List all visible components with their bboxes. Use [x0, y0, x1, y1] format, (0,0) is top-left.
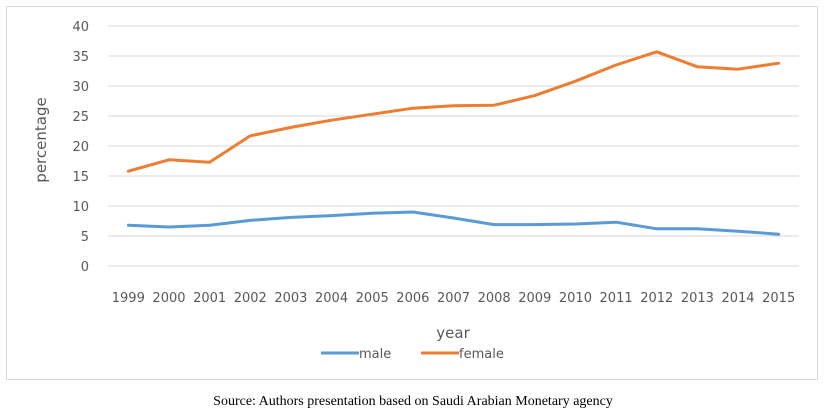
x-tick-label: 2012 — [640, 291, 673, 306]
x-tick-label: 2000 — [152, 291, 185, 306]
x-tick-label: 2011 — [600, 291, 633, 306]
x-axis-title: year — [436, 324, 470, 342]
x-tick-label: 2003 — [274, 291, 307, 306]
x-tick-label: 2009 — [518, 291, 551, 306]
legend: male female — [321, 347, 504, 362]
series-lines — [126, 50, 781, 236]
x-tick-label: 2015 — [762, 291, 795, 306]
series-line-female — [126, 50, 781, 173]
x-tick-label: 2008 — [478, 291, 511, 306]
y-tick-label: 5 — [81, 230, 89, 245]
x-tick-label: 2001 — [193, 291, 226, 306]
gridlines — [108, 25, 799, 267]
x-tick-label: 2004 — [315, 291, 348, 306]
legend-label: male — [359, 347, 391, 362]
series-line-male — [126, 210, 781, 236]
line-chart: 0 5 10 15 20 25 30 35 40 1999 2000 2001 2002 2003 200… — [32, 20, 799, 362]
y-tick-label: 35 — [72, 50, 89, 65]
x-tick-label: 2002 — [234, 291, 267, 306]
y-tick-label: 20 — [72, 140, 89, 155]
x-tick-label: 2006 — [396, 291, 429, 306]
x-tick-label: 1999 — [112, 291, 145, 306]
x-axis-ticks: 1999 2000 2001 2002 2003 2004 2005 2006 2007 2008… — [112, 291, 795, 306]
y-tick-label: 30 — [72, 80, 89, 95]
x-tick-label: 2005 — [356, 291, 389, 306]
x-tick-label: 2010 — [559, 291, 592, 306]
source-caption: Source: Authors presentation based on Sa… — [213, 394, 613, 409]
legend-item-female: female — [421, 347, 504, 362]
y-tick-label: 25 — [72, 110, 89, 125]
chart-area: 0 5 10 15 20 25 30 35 40 1999 2000 2001 2002 2003 200… — [6, 6, 818, 380]
y-axis-title: percentage — [32, 97, 50, 182]
legend-label: female — [459, 347, 504, 362]
y-tick-label: 40 — [72, 20, 89, 35]
y-tick-label: 15 — [72, 170, 89, 185]
legend-item-male: male — [321, 347, 391, 362]
y-tick-label: 0 — [81, 260, 89, 275]
y-tick-label: 10 — [72, 200, 89, 215]
y-axis-ticks: 0 5 10 15 20 25 30 35 40 — [72, 20, 89, 275]
x-tick-label: 2013 — [681, 291, 714, 306]
x-tick-label: 2007 — [437, 291, 470, 306]
x-tick-label: 2014 — [721, 291, 754, 306]
